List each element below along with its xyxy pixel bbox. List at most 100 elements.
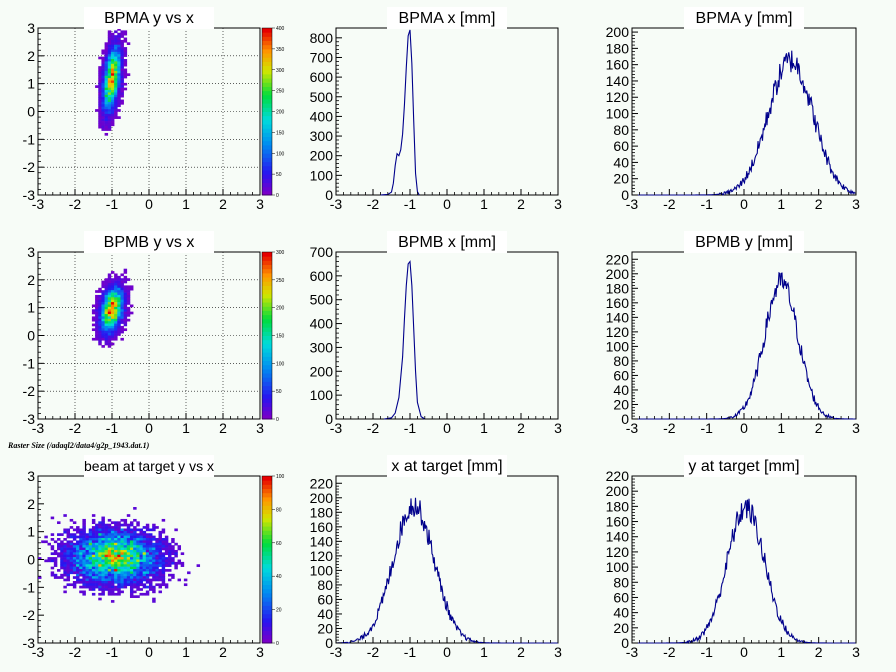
density-cell — [107, 278, 112, 281]
colorbar-segment — [262, 484, 272, 490]
colorbar-label: 400 — [276, 26, 285, 32]
density-cell — [110, 342, 115, 346]
density-cell — [88, 561, 93, 565]
density-cell — [129, 545, 134, 548]
density-cell — [104, 49, 109, 53]
density-cell — [107, 54, 112, 57]
density-cell — [101, 538, 105, 541]
density-cell — [38, 557, 42, 560]
density-cell — [171, 573, 175, 577]
density-cell — [129, 588, 134, 591]
density-cell — [123, 552, 128, 556]
density-cell — [101, 59, 105, 62]
density-cell — [117, 588, 121, 591]
density-cell — [107, 330, 112, 334]
density-cell — [76, 549, 80, 553]
density-cell — [129, 285, 134, 289]
x-tick-label: 1 — [182, 644, 190, 660]
density-cell — [120, 316, 124, 320]
density-cell — [104, 75, 109, 79]
density-cell — [107, 549, 112, 553]
density-cell — [107, 559, 112, 563]
density-cell — [149, 571, 153, 575]
density-cell — [139, 533, 143, 536]
density-cell — [107, 68, 112, 72]
density-cell — [139, 545, 143, 548]
density-cell — [123, 311, 128, 315]
density-cell — [101, 92, 105, 96]
density-cell — [72, 571, 77, 575]
density-cell — [110, 280, 115, 284]
chart-title: BPMB x [mm] — [398, 234, 496, 251]
density-cell — [107, 323, 112, 327]
x-tick-label: -3 — [32, 196, 45, 212]
density-cell — [117, 104, 121, 108]
density-cell — [91, 311, 96, 315]
density-cell — [120, 518, 124, 522]
density-cell — [114, 73, 118, 77]
density-cell — [101, 283, 105, 286]
density-cell — [66, 559, 71, 563]
density-cell — [107, 328, 112, 332]
density-cell — [107, 30, 112, 34]
density-cell — [110, 85, 115, 88]
density-cell — [139, 566, 143, 570]
density-cell — [117, 63, 121, 67]
histogram-line — [335, 497, 558, 644]
density-cell — [110, 535, 115, 539]
density-cell — [123, 583, 128, 587]
density-cell — [114, 588, 118, 591]
colorbar-segment — [262, 157, 272, 163]
density-cell — [164, 557, 169, 560]
density-cell — [117, 37, 121, 41]
y-tick-label: 100 — [310, 387, 334, 403]
density-cell — [107, 90, 112, 93]
density-cell — [117, 54, 121, 57]
density-cell — [98, 125, 102, 129]
density-cell — [110, 571, 115, 575]
density-cell — [110, 592, 115, 596]
density-cell — [123, 573, 128, 577]
density-cell — [107, 99, 112, 103]
density-cell — [120, 554, 124, 558]
density-cell — [98, 323, 102, 327]
density-cell — [120, 280, 124, 284]
density-cell — [152, 569, 156, 572]
density-cell — [101, 564, 105, 567]
y-tick-label: 120 — [310, 548, 334, 564]
density-cell — [152, 535, 156, 539]
density-cell — [123, 54, 128, 57]
density-cell — [126, 578, 131, 582]
y-tick-label: 0 — [325, 187, 333, 203]
density-cell — [117, 557, 121, 560]
y-tick-label: 0 — [621, 187, 629, 203]
density-cell — [174, 549, 178, 553]
density-cell — [57, 533, 61, 536]
density-cell — [155, 547, 159, 551]
density-cell — [91, 578, 96, 582]
density-cell — [117, 92, 121, 96]
density-cell — [123, 316, 128, 320]
density-cell — [117, 35, 121, 38]
density-cell — [114, 542, 118, 546]
density-cell — [104, 128, 109, 131]
colorbar-segment — [262, 57, 272, 62]
density-cell — [69, 583, 74, 587]
title-box — [84, 231, 214, 253]
density-cell — [171, 549, 175, 553]
density-cell — [69, 526, 74, 529]
density-cell — [123, 521, 128, 525]
x-tick-label: -2 — [663, 644, 676, 660]
x-tick-label: 3 — [554, 196, 562, 212]
density-cell — [139, 559, 143, 563]
density-cell — [79, 530, 83, 534]
x-tick-label: -1 — [404, 196, 417, 212]
colorbar-label: 200 — [276, 110, 285, 116]
density-cell — [123, 304, 128, 308]
density-cell — [120, 533, 124, 536]
density-cell — [72, 585, 77, 589]
density-cell — [123, 318, 128, 322]
density-cell — [123, 75, 128, 79]
density-cell — [104, 82, 109, 86]
density-cell — [104, 278, 109, 281]
